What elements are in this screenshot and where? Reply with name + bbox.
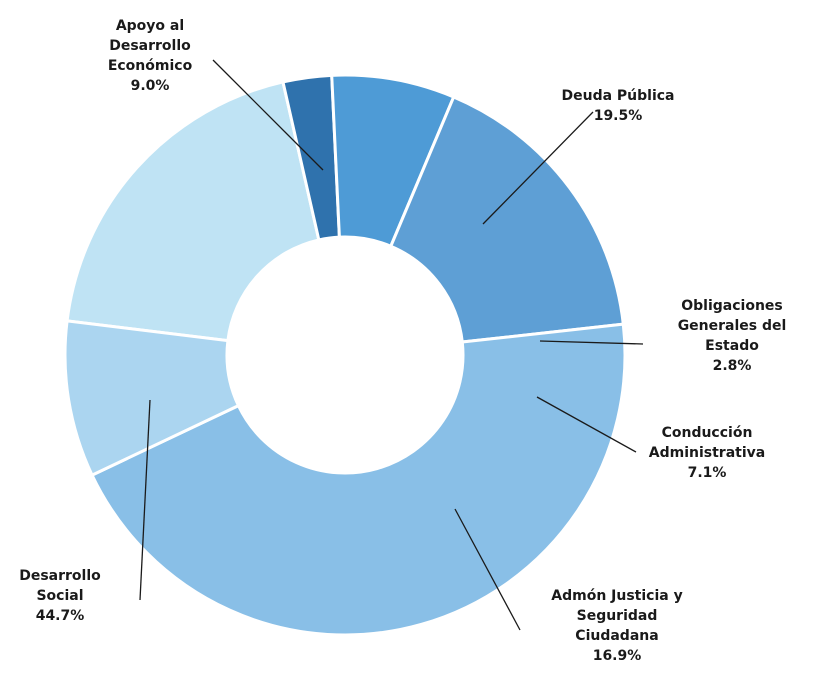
- slice-label-0: Deuda Pública 19.5%: [561, 88, 674, 124]
- slice-labels: Deuda Pública 19.5% Obligaciones Generales …: [19, 18, 786, 664]
- slice-category-label: Desarrollo: [109, 38, 191, 54]
- donut-hole: [227, 237, 463, 473]
- slice-category-label: Ciudadana: [575, 628, 658, 644]
- slice-label-2: Conducción Administrativa 7.1%: [649, 425, 765, 481]
- slice-value-label: 19.5%: [594, 108, 643, 124]
- slice-category-label: Social: [36, 588, 83, 604]
- donut-slices: [63, 73, 627, 637]
- leader-line-4: [139, 399, 151, 601]
- slice-category-label: Apoyo al: [116, 18, 184, 34]
- slice-category-label: Seguridad: [577, 608, 658, 624]
- slice-label-4: Desarrollo Social 44.7%: [19, 568, 101, 624]
- slice-value-label: 9.0%: [131, 78, 170, 94]
- slice-value-label: 2.8%: [713, 358, 752, 374]
- slice-3: [388, 94, 625, 344]
- slice-category-label: Estado: [705, 338, 759, 354]
- leader-line-1: [539, 340, 644, 345]
- slice-value-label: 7.1%: [688, 465, 727, 481]
- slice-value-label: 16.9%: [593, 648, 642, 664]
- slice-category-label: Administrativa: [649, 445, 765, 461]
- slice-label-1: Obligaciones Generales del Estado 2.8%: [678, 298, 787, 374]
- leader-line-2: [536, 396, 637, 453]
- slice-category-label: Desarrollo: [19, 568, 101, 584]
- slice-label-3: Admón Justicia y Seguridad Ciudadana 16.9%: [551, 588, 682, 664]
- slice-category-label: Generales del: [678, 318, 787, 334]
- leader-line-5: [212, 59, 324, 171]
- slice-category-label: Deuda Pública: [561, 88, 674, 104]
- slice-value-label: 44.7%: [36, 608, 85, 624]
- slice-label-5: Apoyo al Desarrollo Económico 9.0%: [108, 18, 193, 94]
- leader-lines: [139, 59, 644, 631]
- leader-line-3: [454, 508, 521, 631]
- leader-line-0: [482, 111, 594, 225]
- slice-category-label: Económico: [108, 58, 193, 74]
- slice-category-label: Admón Justicia y: [551, 588, 682, 604]
- slice-category-label: Conducción: [662, 425, 753, 441]
- slice-category-label: Obligaciones: [681, 298, 783, 314]
